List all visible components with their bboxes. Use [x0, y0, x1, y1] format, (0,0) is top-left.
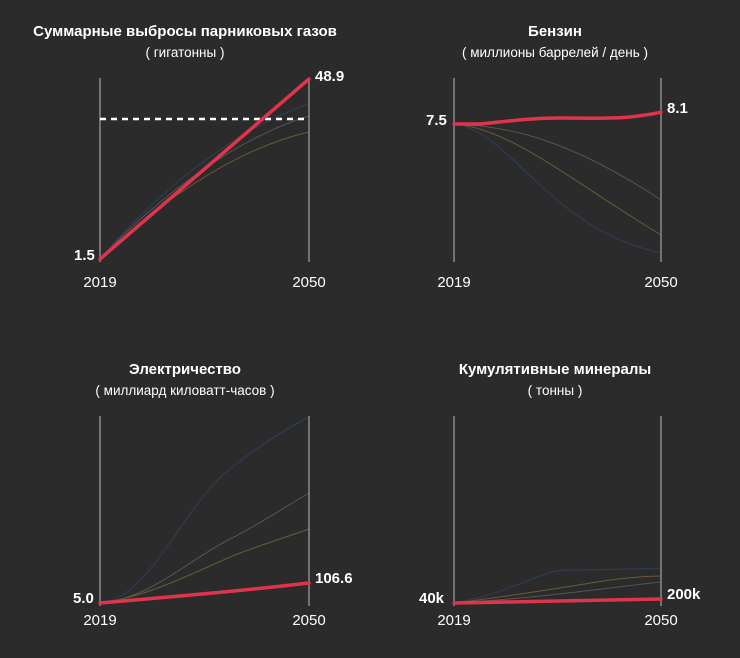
- x-tick-label-end: 2050: [644, 274, 677, 291]
- chart-plot: 1.5 48.9 2019 2050: [74, 68, 344, 291]
- panel-emissions: Суммарные выбросы парниковых газов ( гиг…: [0, 0, 370, 329]
- panel-title: Суммарные выбросы парниковых газов: [33, 23, 337, 40]
- series-line-scenario-b: [453, 123, 662, 236]
- end-value-label: 106.6: [315, 570, 353, 587]
- panel-unit: ( гигатонны ): [145, 45, 225, 60]
- series-line-scenario-c: [453, 581, 662, 604]
- chart-plot: 5.0 106.6 2019 2050: [73, 416, 353, 629]
- muted-series-group: [453, 123, 662, 254]
- x-tick-label-start: 2019: [83, 274, 116, 291]
- series-line-scenario-b: [99, 115, 310, 260]
- panel-unit: ( тонны ): [527, 383, 583, 398]
- panel-gasoline: Бензин ( миллионы баррелей / день ) 7.5 …: [370, 0, 740, 329]
- x-tick-label-start: 2019: [437, 612, 470, 629]
- series-line-scenario-c: [99, 528, 310, 604]
- series-line-highlight: [98, 581, 311, 605]
- series-line-scenario-a: [453, 568, 662, 604]
- series-line-scenario-a: [453, 123, 662, 201]
- end-value-label: 200k: [667, 586, 701, 603]
- series-line-highlight: [98, 77, 311, 261]
- muted-series-group: [99, 103, 310, 260]
- series-line-scenario-b: [99, 492, 310, 604]
- series-line-highlight: [452, 597, 663, 605]
- panel-electricity: Электричество ( миллиард киловатт-часов …: [0, 329, 370, 658]
- panel-title: Электричество: [129, 361, 241, 378]
- x-tick-label-start: 2019: [437, 274, 470, 291]
- panel-unit: ( миллионы баррелей / день ): [461, 45, 649, 60]
- x-tick-label-end: 2050: [292, 274, 325, 291]
- series-line-scenario-c: [453, 123, 662, 254]
- panel-minerals: Кумулятивные минералы ( тонны ) 40k 200k…: [370, 329, 740, 658]
- series-line-highlight: [452, 110, 663, 126]
- start-value-label: 40k: [419, 590, 445, 607]
- muted-series-group: [99, 416, 310, 604]
- series-line-scenario-c: [99, 131, 310, 260]
- panel-title: Кумулятивные минералы: [458, 361, 652, 378]
- chart-plot: 7.5 8.1 2019 2050: [426, 78, 688, 291]
- end-value-label: 8.1: [667, 100, 688, 117]
- end-value-label: 48.9: [315, 68, 344, 85]
- x-tick-label-end: 2050: [644, 612, 677, 629]
- panel-title: Бензин: [528, 23, 582, 40]
- chart-plot: 40k 200k 2019 2050: [419, 416, 701, 629]
- start-value-label: 5.0: [73, 590, 94, 607]
- start-value-label: 1.5: [74, 247, 95, 264]
- x-tick-label-start: 2019: [83, 612, 116, 629]
- x-tick-label-end: 2050: [292, 612, 325, 629]
- muted-series-group: [453, 568, 662, 604]
- series-line-scenario-a: [99, 103, 310, 260]
- series-line-scenario-b: [453, 575, 662, 604]
- start-value-label: 7.5: [426, 112, 447, 129]
- panel-unit: ( миллиард киловатт-часов ): [95, 383, 275, 398]
- series-line-scenario-a: [99, 416, 310, 604]
